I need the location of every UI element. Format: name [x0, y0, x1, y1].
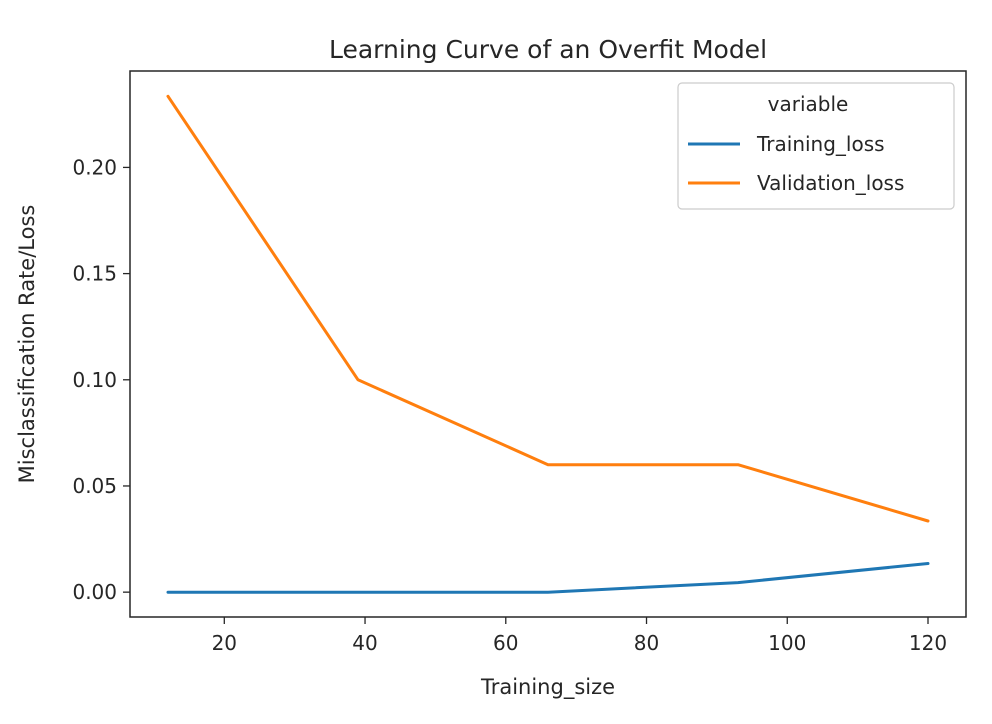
- legend-label-validation-loss: Validation_loss: [757, 171, 904, 195]
- legend-title: variable: [768, 92, 849, 116]
- legend-box: [677, 82, 955, 210]
- chart-title: Learning Curve of an Overfit Model: [329, 35, 767, 64]
- series-layer: [166, 94, 930, 594]
- x-axis: 20 40 60 80 100 120: [212, 617, 947, 655]
- x-tick-label: 20: [212, 631, 237, 655]
- y-axis-title: Misclassification Rate/Loss: [15, 205, 39, 484]
- y-axis: 0.00 0.05 0.10 0.15 0.20: [72, 155, 130, 604]
- x-axis-title: Training_size: [480, 675, 615, 700]
- y-tick-label: 0.20: [72, 155, 117, 179]
- y-tick-label: 0.10: [72, 368, 117, 392]
- x-tick-label: 40: [352, 631, 377, 655]
- x-tick-label: 100: [768, 631, 806, 655]
- legend: variable Training_loss Validation_loss: [677, 82, 955, 210]
- y-tick-label: 0.05: [72, 474, 117, 498]
- x-tick-label: 120: [909, 631, 947, 655]
- series-line-training-loss: [166, 562, 930, 594]
- x-tick-label: 80: [634, 631, 659, 655]
- x-tick-label: 60: [493, 631, 518, 655]
- series-line-validation-loss: [166, 94, 930, 523]
- y-tick-label: 0.00: [72, 580, 117, 604]
- legend-label-training-loss: Training_loss: [756, 132, 885, 156]
- y-tick-label: 0.15: [72, 262, 117, 286]
